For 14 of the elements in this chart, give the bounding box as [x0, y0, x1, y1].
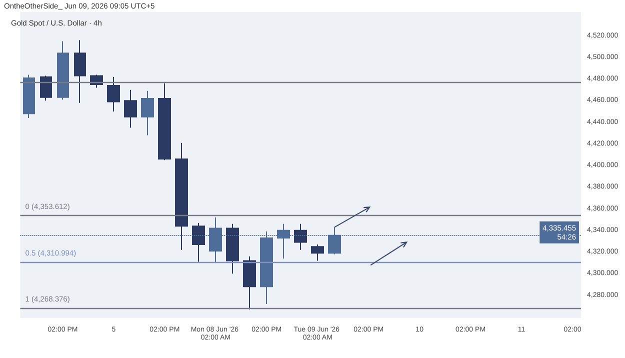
- candlestick: [226, 223, 239, 274]
- candlestick: [158, 82, 171, 161]
- candlestick: [23, 74, 35, 118]
- candlestick: [124, 89, 137, 128]
- candlestick: [311, 244, 324, 262]
- candlestick: [175, 142, 188, 250]
- candlestick: [192, 222, 205, 262]
- candlestick: [243, 256, 256, 310]
- candlestick: [57, 40, 69, 100]
- candlestick: [74, 40, 86, 104]
- candlestick: [107, 76, 120, 112]
- candlestick: [294, 223, 307, 250]
- candlestick: [40, 75, 52, 102]
- candlestick: [141, 90, 154, 136]
